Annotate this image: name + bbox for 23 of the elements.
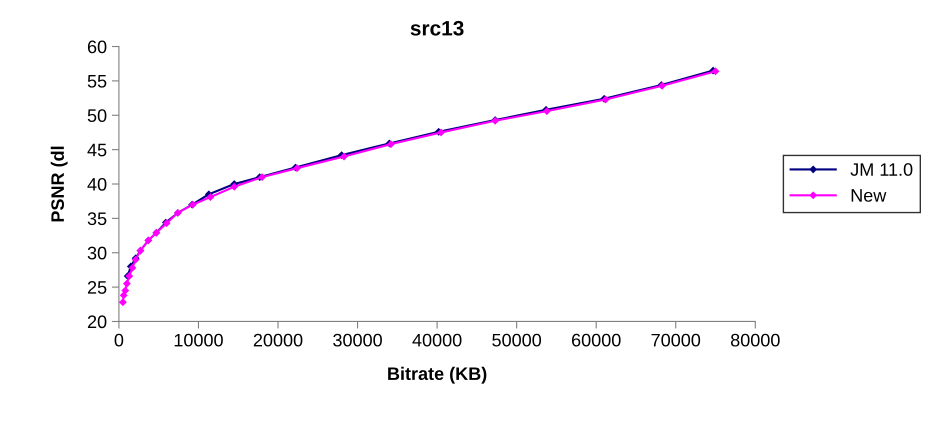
- x-tick-label: 20000: [254, 334, 302, 347]
- y-tick-label: 25: [88, 281, 106, 294]
- chart-title: src13: [410, 20, 464, 36]
- y-tick-label: 30: [88, 246, 106, 260]
- y-tick-label: 40: [87, 178, 106, 191]
- legend-label: JM 11.0: [850, 163, 912, 176]
- x-tick-label: 0: [114, 334, 124, 347]
- legend-label: New: [852, 189, 886, 202]
- x-axis-title: Bitrate (KB): [388, 366, 486, 384]
- x-tick-label: 50000: [492, 334, 542, 347]
- x-tick-label: 60000: [572, 334, 621, 347]
- y-tick-label: 20: [88, 315, 106, 328]
- y-tick-label: 45: [87, 144, 106, 156]
- x-tick-label: 80000: [730, 334, 780, 347]
- y-tick-label: 35: [88, 212, 106, 226]
- x-tick-label: 10000: [174, 334, 223, 347]
- y-tick-label: 55: [88, 75, 106, 88]
- x-tick-label: 70000: [652, 334, 700, 347]
- y-tick-label: 50: [88, 109, 106, 122]
- x-tick-label: 30000: [333, 334, 382, 347]
- y-axis-title: PSNR (dl: [50, 146, 68, 222]
- y-tick-label: 60: [88, 40, 106, 54]
- x-tick-label: 40000: [412, 334, 462, 347]
